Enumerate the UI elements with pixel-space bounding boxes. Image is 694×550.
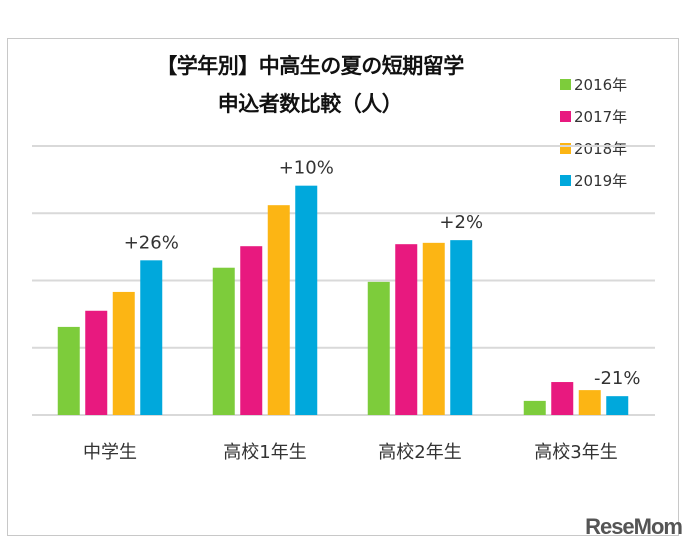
chart-title: 【学年別】中高生の夏の短期留学: [156, 54, 464, 78]
legend-label: 2018年: [574, 139, 628, 158]
legend-item-2017: 2017年: [560, 100, 627, 132]
change-annotation: +26%: [124, 232, 179, 253]
x-tick-label: 中学生: [83, 442, 137, 463]
x-tick-label: 高校2年生: [378, 442, 461, 463]
bar-2016年-高校1年生: [212, 267, 235, 415]
change-annotation: +10%: [279, 158, 334, 179]
bar-2019年-高校3年生: [606, 396, 629, 415]
change-annotation: -21%: [594, 368, 641, 389]
bar-2019年-中学生: [140, 260, 163, 415]
legend-label: 2016年: [574, 75, 628, 94]
legend: 2016年 2017年 2018年 2019年: [560, 68, 627, 196]
change-annotation: +2%: [439, 212, 483, 233]
chart-frame: [7, 38, 679, 536]
bar-2017年-中学生: [85, 310, 108, 415]
resemom-logo: ReseMom: [585, 514, 683, 539]
legend-label: 2017年: [574, 107, 628, 126]
bar-2016年-高校3年生: [523, 400, 546, 415]
legend-label: 2019年: [574, 171, 628, 190]
bar-2018年-高校2年生: [422, 242, 445, 415]
bar-2017年-高校3年生: [551, 382, 574, 415]
legend-swatch: [560, 110, 571, 122]
bar-2018年-高校1年生: [267, 205, 290, 415]
bar-2017年-高校1年生: [240, 246, 263, 415]
bar-2016年-高校2年生: [367, 281, 390, 415]
bar-2019年-高校2年生: [450, 240, 473, 415]
legend-swatch: [560, 174, 571, 186]
legend-swatch: [560, 142, 571, 154]
legend-item-2018: 2018年: [560, 132, 627, 164]
bar-2019年-高校1年生: [295, 185, 318, 415]
legend-item-2016: 2016年: [560, 68, 627, 100]
x-tick-label: 高校1年生: [223, 442, 306, 463]
bar-2018年-高校3年生: [578, 390, 601, 415]
legend-item-2019: 2019年: [560, 164, 627, 196]
bar-2016年-中学生: [57, 326, 80, 415]
chart-subtitle: 申込者数比較（人）: [217, 92, 403, 116]
bar-2017年-高校2年生: [395, 244, 418, 415]
bar-2018年-中学生: [112, 291, 135, 415]
x-tick-label: 高校3年生: [534, 442, 617, 463]
legend-swatch: [560, 78, 571, 90]
